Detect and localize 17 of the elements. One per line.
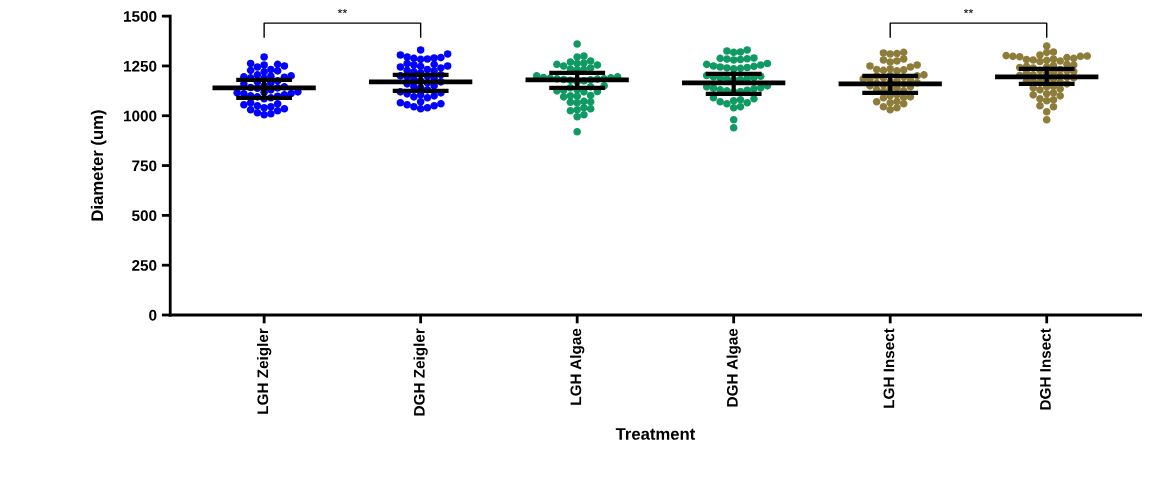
- x-axis-title: Treatment: [615, 428, 696, 440]
- x-tick-label: LGH Insect: [883, 328, 895, 408]
- y-tick-label: 1000: [124, 110, 157, 122]
- y-tick-label: 0: [149, 309, 157, 321]
- x-tick-label: LGH Zeigler: [256, 328, 272, 414]
- y-tick-label: 500: [132, 210, 157, 222]
- x-tick-label: DGH Insect: [1040, 328, 1051, 410]
- y-axis-title: Diameter (um): [90, 110, 107, 221]
- text: **: [963, 8, 974, 14]
- text: **: [337, 8, 348, 14]
- y-tick-label: 250: [132, 260, 157, 271]
- y-tick-label: 1250: [124, 60, 157, 72]
- y-tick-label: 750: [132, 160, 157, 172]
- y-tick-label: 1500: [124, 11, 157, 22]
- x-tick-label: LGH Algae: [570, 328, 585, 405]
- x-tick-label: DGH Zeigler: [413, 328, 428, 416]
- x-tick-label: DGH Algae: [726, 328, 741, 407]
